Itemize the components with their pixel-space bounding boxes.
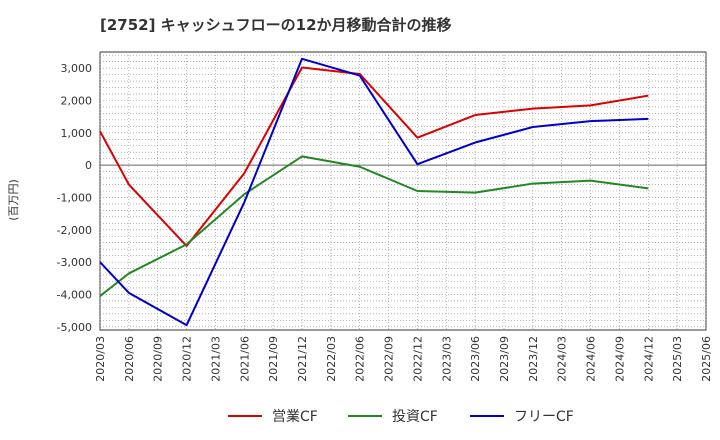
x-tick-label: 2020/09 xyxy=(152,336,165,382)
y-tick-label: 1,000 xyxy=(61,127,93,140)
y-tick-label: -2,000 xyxy=(57,224,92,237)
series-line-3 xyxy=(99,57,649,327)
x-tick-label: 2024/03 xyxy=(556,336,569,382)
x-tick-label: 2022/03 xyxy=(325,336,338,382)
x-tick-label: 2021/12 xyxy=(296,336,309,382)
x-tick-label: 2025/06 xyxy=(700,336,713,382)
series-line-2 xyxy=(99,155,649,297)
legend-label: 投資CF xyxy=(392,409,438,425)
x-tick-label: 2020/03 xyxy=(94,336,107,382)
x-tick-label: 2022/09 xyxy=(383,336,396,382)
x-tick-label: 2020/06 xyxy=(123,336,136,382)
series-layer xyxy=(99,57,649,327)
x-tick-label: 2024/06 xyxy=(585,336,598,382)
x-tick-label: 2021/03 xyxy=(209,336,222,382)
y-tick-label: -3,000 xyxy=(57,256,92,269)
chart-title: [2752] キャッシュフローの12か月移動合計の推移 xyxy=(100,16,452,34)
y-tick-label: 3,000 xyxy=(61,62,93,75)
y-tick-label: -5,000 xyxy=(57,321,92,334)
legend-label: 営業CF xyxy=(272,409,318,425)
legend-label: フリーCF xyxy=(514,409,574,425)
x-tick-label: 2021/06 xyxy=(238,336,251,382)
y-tick-label: 0 xyxy=(85,159,92,172)
x-tick-label: 2025/03 xyxy=(671,336,684,382)
x-tick-label: 2023/09 xyxy=(498,336,511,382)
series-line-1 xyxy=(99,66,649,247)
x-tick-label: 2024/09 xyxy=(613,336,626,382)
x-tick-label: 2023/03 xyxy=(440,336,453,382)
x-tick-label: 2023/06 xyxy=(469,336,482,382)
x-tick-label: 2023/12 xyxy=(527,336,540,382)
x-tick-label: 2022/12 xyxy=(411,336,424,382)
x-tick-label: 2022/06 xyxy=(354,336,367,382)
x-tick-label: 2021/09 xyxy=(267,336,280,382)
x-tick-label: 2024/12 xyxy=(642,336,655,382)
y-tick-label: 2,000 xyxy=(61,94,93,107)
axis-layer: 3,000 2,000 1,000 0 -1,000 -2,000 -3,000 -4,000… xyxy=(57,62,713,382)
grid-layer xyxy=(99,51,707,331)
y-tick-label: -4,000 xyxy=(57,288,92,301)
y-axis-label: (百万円) xyxy=(7,179,20,221)
x-tick-label: 2020/12 xyxy=(181,336,194,382)
y-tick-label: -1,000 xyxy=(57,191,92,204)
legend: 営業CF 投資CF フリーCF xyxy=(228,409,574,425)
